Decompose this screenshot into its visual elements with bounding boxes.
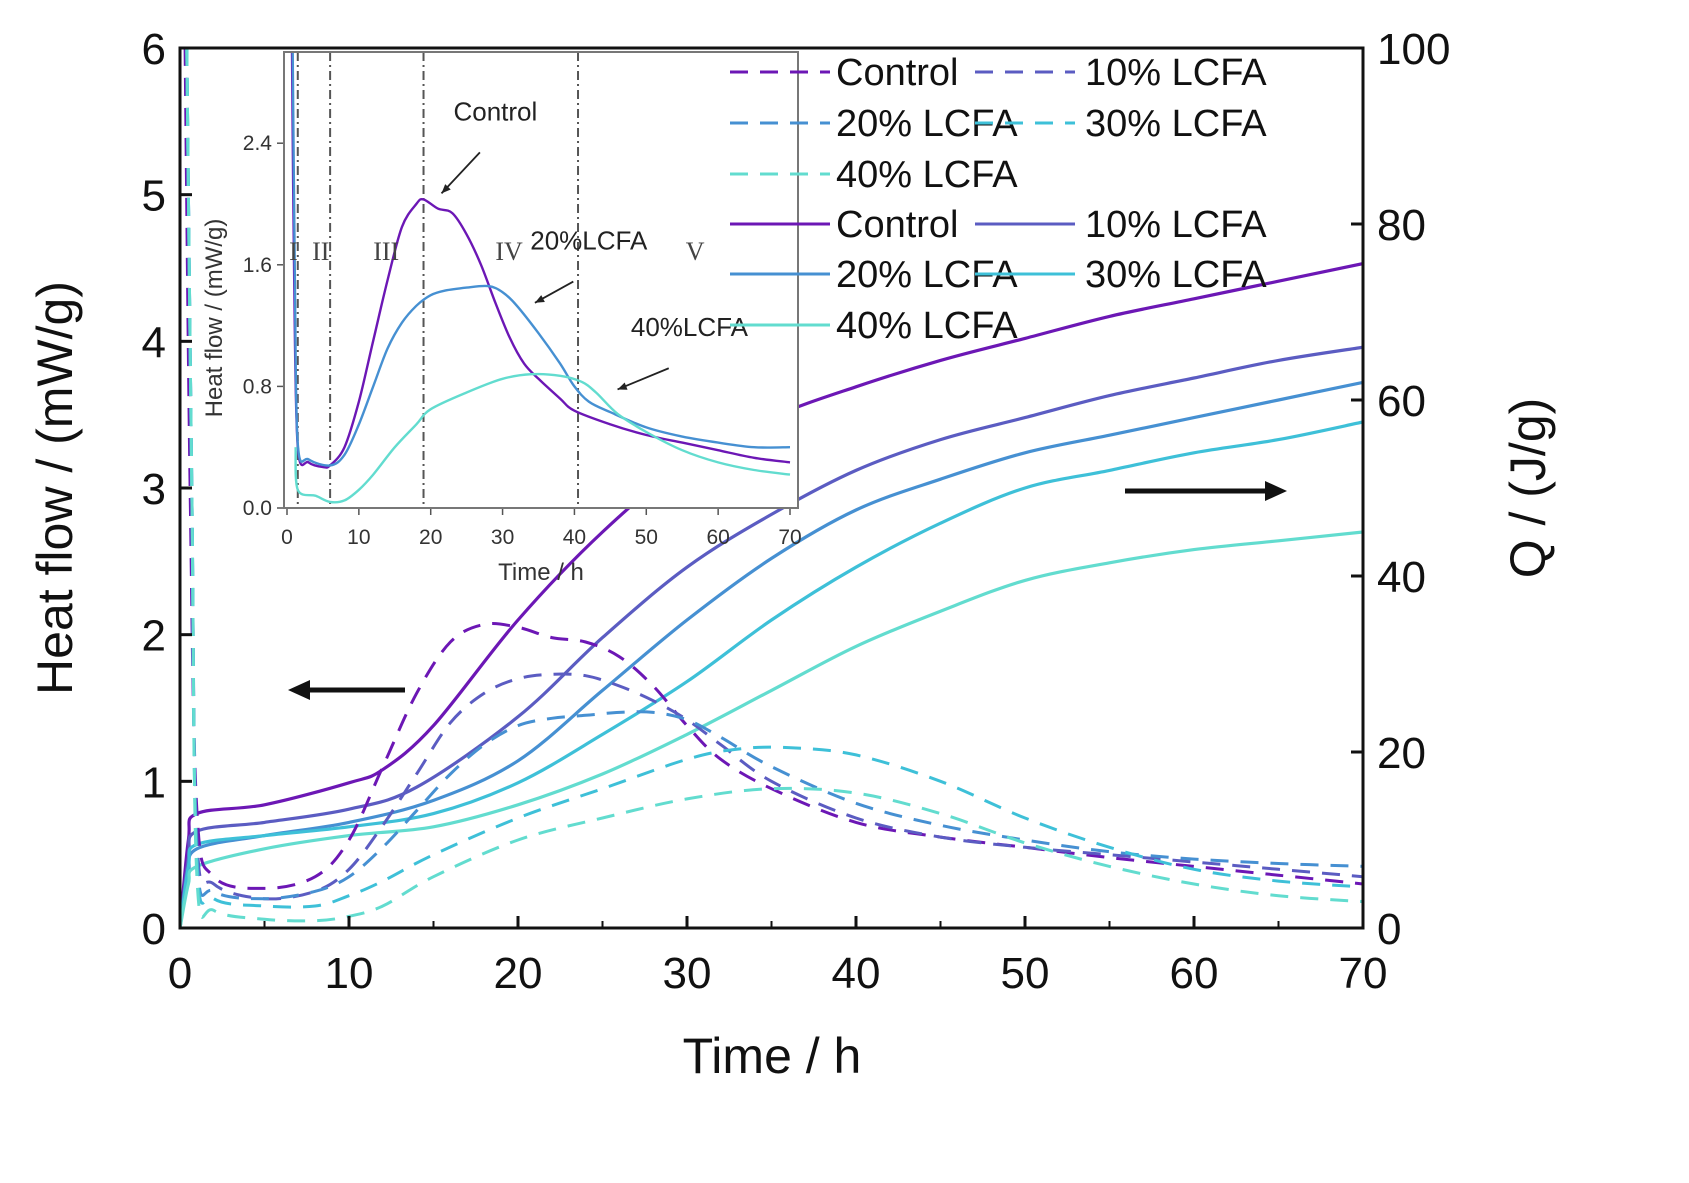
inset-x-tick-label: 10: [347, 526, 370, 549]
inset-frame: [283, 51, 799, 509]
stage-label: III: [373, 237, 399, 266]
inset-x-tick-label: 70: [778, 526, 801, 549]
legend-item: Control: [730, 204, 959, 246]
arrow-right-q: [1125, 481, 1287, 501]
y-tick-label: 4: [142, 318, 166, 367]
legend-label: 40% LCFA: [836, 305, 1018, 347]
inset-x-label: Time / h: [498, 559, 584, 586]
inset-annotation: 20%LCFA: [530, 226, 648, 256]
x-tick-label: 70: [1339, 949, 1388, 998]
y2-tick-label: 40: [1377, 553, 1426, 602]
y-tick-label: 0: [142, 905, 166, 954]
legend-label: 10% LCFA: [1085, 52, 1267, 94]
inset-x-tick-label: 30: [491, 526, 514, 549]
y-tick-label: 5: [142, 172, 166, 221]
legend-label: 30% LCFA: [1085, 103, 1267, 145]
heat-flow-line-10-lcfa: [185, 48, 1363, 901]
annotation-arrowhead: [441, 184, 451, 194]
legend-item: 10% LCFA: [975, 52, 1267, 94]
legend-item: 10% LCFA: [975, 204, 1267, 246]
x-axis-label: Time / h: [683, 1028, 862, 1084]
x-tick-label: 0: [168, 949, 192, 998]
x-tick-label: 60: [1170, 949, 1219, 998]
legend-label: 10% LCFA: [1085, 204, 1267, 246]
inset-annotation: 40%LCFA: [631, 312, 749, 342]
y-tick-label: 6: [142, 25, 166, 74]
y-axis-label: Heat flow / (mW/g): [27, 281, 83, 695]
inset-y-label: Heat flow / (mW/g): [201, 219, 228, 418]
y2-tick-label: 80: [1377, 201, 1426, 250]
inset-x-tick-label: 50: [635, 526, 658, 549]
x-tick-label: 10: [325, 949, 374, 998]
legend-label: Control: [836, 52, 959, 94]
main-plot-curves: [180, 48, 1363, 928]
legend-item: 40% LCFA: [730, 154, 1018, 196]
annotation-arrowhead: [534, 295, 545, 303]
stage-label: I: [289, 237, 298, 266]
heat-flow-line-40-lcfa: [185, 48, 1363, 923]
annotation-arrow: [440, 151, 481, 194]
inset-x-tick-label: 20: [419, 526, 442, 549]
inset-x-tick-label: 0: [281, 526, 293, 549]
x-tick-label: 30: [663, 949, 712, 998]
inset-annotation: Control: [453, 96, 537, 126]
x-tick-label: 20: [494, 949, 543, 998]
legend-label: 40% LCFA: [836, 154, 1018, 196]
q-line-10-lcfa: [180, 345, 1363, 928]
y-tick-label: 1: [142, 758, 166, 807]
x-tick-label: 40: [832, 949, 881, 998]
legend-label: Control: [836, 204, 959, 246]
legend-item: 40% LCFA: [730, 305, 1018, 347]
stage-label: II: [312, 237, 329, 266]
stage-label: IV: [495, 237, 523, 266]
inset-background: [284, 52, 798, 508]
y2-tick-label: 100: [1377, 25, 1450, 74]
heat-flow-line-control: [183, 48, 1363, 890]
y2-tick-label: 20: [1377, 729, 1426, 778]
x-tick-label: 50: [1001, 949, 1050, 998]
inset-x-tick-label: 60: [706, 526, 729, 549]
y2-tick-label: 0: [1377, 905, 1401, 954]
legend-item: 30% LCFA: [975, 254, 1267, 296]
legend-item: 30% LCFA: [975, 103, 1267, 145]
y-tick-label: 2: [142, 612, 166, 661]
legend-label: 30% LCFA: [1085, 254, 1267, 296]
y2-axis-label: Q / (J/g): [1500, 398, 1556, 579]
y2-tick-label: 60: [1377, 377, 1426, 426]
inset-y-tick-label: 1.6: [243, 254, 272, 277]
stage-label: V: [686, 237, 705, 266]
inset-plot: 0 10 20 30 40 50 60 700.00.81.62.4I II III IV VCont…: [201, 51, 802, 586]
arrow-left-heat-flow: [288, 680, 405, 700]
inset-line-40-lcfa: [294, 372, 791, 504]
annotation-arrowhead: [617, 382, 628, 390]
annotation-arrow: [617, 367, 670, 391]
inset-line-control: [290, 52, 791, 469]
legend-item: Control: [730, 52, 959, 94]
inset-y-tick-label: 0.8: [243, 375, 272, 398]
inset-y-tick-label: 2.4: [243, 132, 273, 155]
inset-x-tick-label: 40: [563, 526, 586, 549]
heat-flow-line-20-lcfa: [185, 48, 1363, 901]
q-line-30-lcfa: [180, 420, 1363, 928]
y-tick-label: 3: [142, 465, 166, 514]
inset-y-tick-label: 0.0: [243, 497, 272, 520]
